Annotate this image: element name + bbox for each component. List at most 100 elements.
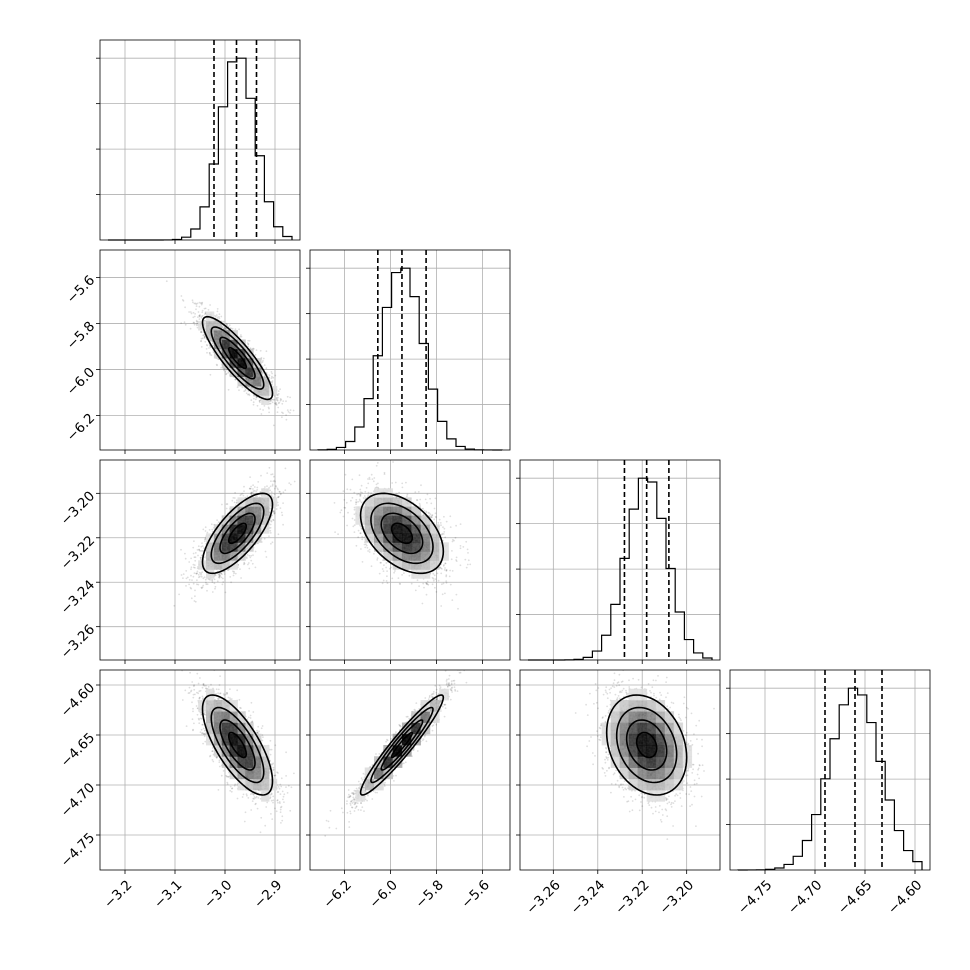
sample-point: [215, 315, 217, 318]
sample-point: [195, 319, 198, 322]
sample-point: [195, 305, 198, 307]
sample-point: [217, 358, 219, 360]
sample-point: [247, 563, 249, 566]
sample-point: [259, 490, 262, 493]
sample-point: [261, 361, 264, 364]
sample-point: [275, 486, 277, 488]
sample-point: [261, 373, 264, 376]
y-tick-label: −5.8: [64, 318, 98, 352]
sample-point: [252, 403, 255, 406]
sample-point: [270, 377, 273, 380]
density-cell: [229, 330, 238, 340]
sample-point: [230, 581, 233, 584]
sample-point: [275, 508, 278, 510]
sample-point: [204, 538, 206, 540]
sample-point: [211, 591, 214, 593]
sample-point: [205, 348, 208, 350]
sample-point: [277, 396, 279, 399]
sample-point: [203, 336, 206, 339]
sample-point: [165, 280, 168, 283]
sample-point: [216, 364, 219, 367]
sample-point: [203, 576, 206, 579]
sample-point: [272, 376, 275, 379]
sample-point: [203, 334, 205, 336]
sample-point: [194, 302, 197, 305]
sample-point: [239, 568, 241, 570]
sample-point: [214, 585, 217, 588]
sample-point: [218, 575, 221, 578]
density-cell: [245, 348, 254, 359]
sample-point: [218, 575, 221, 578]
sample-point: [276, 394, 279, 397]
sample-point: [272, 519, 275, 522]
sample-point: [184, 323, 187, 326]
histogram-1: [317, 267, 503, 451]
sample-point: [273, 512, 276, 515]
contour-2: [210, 326, 265, 390]
sample-point: [253, 397, 255, 400]
sample-point: [196, 572, 199, 575]
sample-point: [203, 307, 206, 310]
sample-point: [247, 339, 250, 342]
sample-point: [273, 511, 276, 514]
sample-point: [202, 577, 205, 580]
sample-point: [264, 550, 267, 553]
sample-point: [227, 372, 230, 374]
sample-point: [180, 322, 183, 324]
sample-point: [220, 367, 223, 369]
sample-point: [274, 374, 277, 377]
sample-point: [204, 530, 207, 532]
sample-point: [251, 387, 254, 390]
sample-point: [277, 406, 280, 409]
sample-point: [276, 487, 279, 490]
sample-point: [247, 345, 250, 348]
sample-point: [202, 334, 205, 337]
density-cell: [213, 339, 223, 350]
sample-point: [225, 322, 228, 325]
sample-point: [223, 328, 225, 330]
sample-point: [210, 523, 213, 526]
sample-point: [200, 330, 203, 333]
sample-point: [203, 335, 206, 338]
sample-point: [265, 372, 268, 374]
sample-point: [233, 497, 236, 499]
sample-point: [243, 390, 246, 393]
sample-point: [272, 510, 275, 513]
sample-point: [204, 335, 206, 338]
density-cell: [213, 320, 223, 331]
sample-point: [271, 484, 274, 487]
sample-point: [277, 504, 279, 507]
density-blocks: [198, 311, 278, 405]
sample-point: [197, 576, 200, 579]
sample-point: [220, 315, 223, 318]
sample-point: [195, 324, 198, 327]
sample-point: [274, 403, 277, 406]
sample-point: [281, 514, 284, 517]
sample-point: [181, 299, 184, 301]
sample-point: [200, 550, 202, 552]
sample-point: [194, 600, 197, 603]
sample-point: [276, 398, 279, 401]
sample-point: [248, 394, 251, 397]
sample-point: [271, 473, 274, 476]
sample-point: [275, 402, 277, 405]
sample-point: [193, 315, 196, 318]
sample-point: [234, 491, 237, 494]
sample-point: [267, 406, 270, 409]
sample-point: [249, 487, 252, 490]
density-cell: [237, 348, 246, 359]
density-cell: [261, 376, 270, 387]
sample-point: [184, 557, 187, 560]
sample-point: [250, 493, 253, 496]
sample-point: [288, 482, 291, 484]
sample-point: [193, 540, 195, 543]
sample-point: [239, 335, 242, 338]
sample-point: [234, 328, 237, 330]
sample-point: [259, 349, 262, 352]
sample-point: [233, 572, 235, 575]
density-cell: [221, 330, 231, 340]
sample-point: [201, 550, 203, 552]
sample-point: [192, 582, 195, 585]
sample-point: [292, 409, 295, 412]
sample-point: [280, 398, 283, 401]
